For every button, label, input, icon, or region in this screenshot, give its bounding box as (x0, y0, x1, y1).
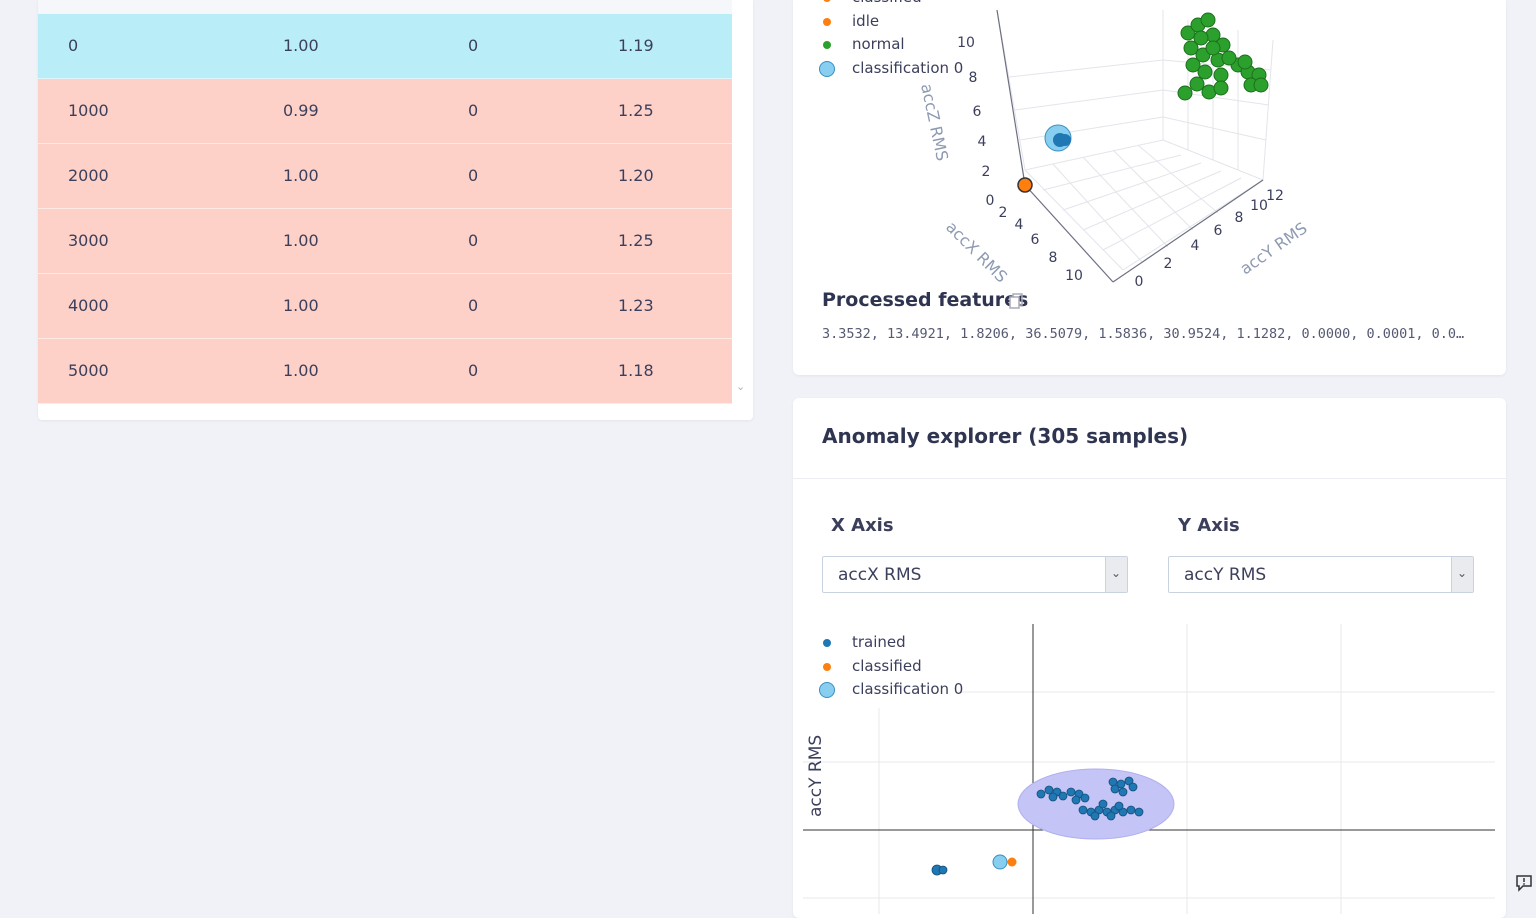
results-table-body: 0 1.00 0 1.19 1000 0.99 0 1.25 2000 1.00… (38, 14, 732, 404)
legend-label: classified (852, 656, 922, 675)
cell-class: 0 (468, 101, 479, 120)
legend-label: idle (852, 11, 880, 30)
cell-timestamp: 5000 (68, 361, 109, 380)
legend-label: trained (852, 633, 906, 651)
y-tick: 0 (1135, 274, 1144, 290)
cell-anomaly: 1.25 (618, 101, 654, 120)
legend-item-classified[interactable]: classified (822, 0, 963, 10)
cell-timestamp: 0 (68, 36, 79, 55)
cell-timestamp: 1000 (68, 101, 109, 120)
copy-icon[interactable] (1008, 293, 1024, 309)
legend-marker (823, 662, 831, 671)
legend-item-classification-0[interactable]: classification 0 (819, 678, 964, 702)
anomaly-scatter-plot[interactable]: accY RMS (793, 624, 1506, 914)
legend-label: classified (852, 0, 922, 6)
y-axis-select-value: accY RMS (1184, 565, 1267, 585)
cell-score: 1.00 (283, 166, 319, 185)
x-tick: 4 (1015, 217, 1024, 233)
cell-score: 1.00 (283, 361, 319, 380)
x-tick: 10 (1065, 268, 1083, 284)
x-axis-title: accX RMS (942, 217, 1011, 286)
legend-label: classification 0 (852, 58, 964, 77)
cell-anomaly: 1.23 (618, 296, 654, 315)
y-axis-select[interactable]: accY RMS ⌄ (1168, 556, 1474, 593)
legend-marker (819, 60, 835, 77)
z-tick: 6 (973, 104, 982, 120)
cell-score: 1.00 (283, 296, 319, 315)
table-row[interactable]: 4000 1.00 0 1.23 (38, 274, 732, 339)
legend-marker (819, 682, 835, 698)
plot3d-legend: classified idle normal classification 0 (819, 0, 964, 81)
table-row[interactable]: 1000 0.99 0 1.25 (38, 79, 732, 144)
cell-class: 0 (468, 166, 479, 185)
cell-score: 1.00 (283, 231, 319, 250)
scroll-down-icon[interactable]: ⌄ (736, 380, 746, 393)
feature-plot-card: 10 8 6 4 2 0 2 4 6 8 10 0 2 4 6 8 10 12 … (793, 0, 1506, 375)
y-tick: 8 (1235, 210, 1244, 226)
cell-class: 0 (468, 36, 479, 55)
processed-features-values: 3.3532, 13.4921, 1.8206, 36.5079, 1.5836… (822, 326, 1472, 342)
z-tick: 10 (957, 35, 975, 51)
legend-marker (823, 639, 831, 647)
y-tick: 6 (1214, 223, 1223, 239)
legend-label: normal (852, 35, 905, 53)
y-tick: 12 (1266, 188, 1284, 204)
cell-score: 0.99 (283, 101, 319, 120)
divider (793, 478, 1506, 479)
x-axis-label: X Axis (831, 515, 894, 536)
chevron-down-icon[interactable]: ⌄ (1105, 557, 1127, 592)
x-tick: 8 (1049, 250, 1058, 266)
table-row[interactable]: 0 1.00 0 1.19 (38, 14, 732, 79)
y-tick: 4 (1191, 238, 1200, 254)
x-tick: 6 (1031, 232, 1040, 248)
cell-class: 0 (468, 296, 479, 315)
scatter-y-axis-title: accY RMS (806, 735, 826, 817)
z-tick: 8 (969, 70, 978, 86)
anomaly-explorer-title: Anomaly explorer (305 samples) (822, 424, 1189, 448)
x-axis-select[interactable]: accX RMS ⌄ (822, 556, 1128, 593)
legend-item-classified[interactable]: classified (822, 655, 963, 679)
cell-timestamp: 2000 (68, 166, 109, 185)
processed-features-title: Processed features (822, 289, 1029, 311)
z-tick: 2 (982, 164, 991, 180)
y-tick: 10 (1250, 198, 1268, 214)
legend-item-normal[interactable]: normal (822, 33, 963, 57)
x-axis-select-value: accX RMS (838, 565, 922, 585)
anomaly-explorer-card: Anomaly explorer (305 samples) X Axis Y … (793, 398, 1506, 918)
cell-anomaly: 1.20 (618, 166, 654, 185)
x-tick: 2 (999, 205, 1008, 221)
chevron-down-icon[interactable]: ⌄ (1451, 557, 1473, 592)
legend-item-classification-0[interactable]: classification 0 (819, 57, 964, 81)
table-row[interactable]: 5000 1.00 0 1.18 (38, 339, 732, 404)
legend-marker (823, 17, 831, 26)
z-axis-title: accZ RMS (917, 82, 952, 163)
y-axis-title: accY RMS (1236, 218, 1310, 278)
z-tick: 0 (986, 193, 995, 209)
y-axis-label: Y Axis (1178, 515, 1240, 536)
cell-timestamp: 3000 (68, 231, 109, 250)
cell-class: 0 (468, 361, 479, 380)
cell-anomaly: 1.18 (618, 361, 654, 380)
legend-marker (823, 41, 831, 49)
cell-class: 0 (468, 231, 479, 250)
legend-item-trained[interactable]: trained (822, 631, 963, 655)
feature-3d-plot[interactable]: 10 8 6 4 2 0 2 4 6 8 10 0 2 4 6 8 10 12 … (793, 0, 1506, 290)
cell-score: 1.00 (283, 36, 319, 55)
legend-item-idle[interactable]: idle (822, 10, 963, 34)
table-row[interactable]: 3000 1.00 0 1.25 (38, 209, 732, 274)
cell-timestamp: 4000 (68, 296, 109, 315)
scatter-legend: trained classified classification 0 (819, 631, 964, 702)
z-tick: 4 (978, 134, 987, 150)
table-row[interactable]: 2000 1.00 0 1.20 (38, 144, 732, 209)
table-header (38, 0, 732, 14)
y-tick: 2 (1164, 256, 1173, 272)
cell-anomaly: 1.19 (618, 36, 654, 55)
results-table-card: 0 1.00 0 1.19 1000 0.99 0 1.25 2000 1.00… (38, 0, 753, 420)
cell-anomaly: 1.25 (618, 231, 654, 250)
legend-marker (823, 0, 831, 2)
feedback-icon[interactable] (1515, 874, 1533, 892)
legend-label: classification 0 (852, 680, 964, 698)
